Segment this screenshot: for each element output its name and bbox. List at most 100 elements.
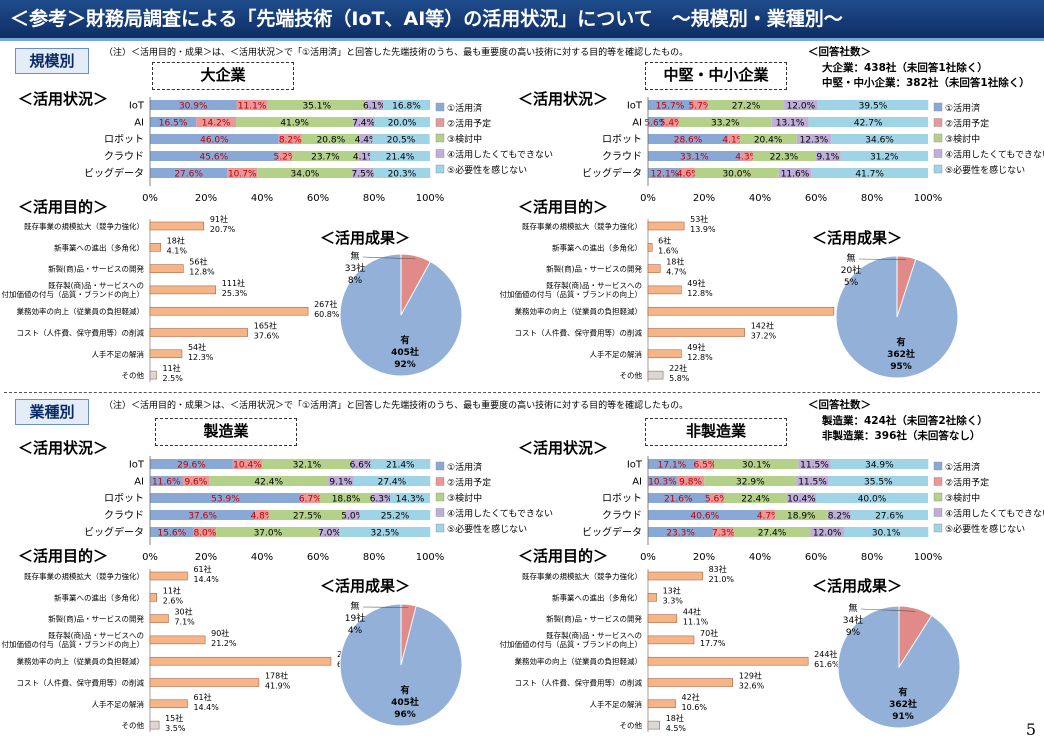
stacked-bar-segment: [740, 151, 753, 161]
stacked-bar-segment: [844, 527, 929, 537]
segment-value-label: 28.6%: [674, 136, 703, 146]
panel-title-sme: 中堅・中小企業: [645, 62, 787, 90]
stacked-bar-segment: [798, 459, 831, 469]
segment-value-label: 12.1%: [651, 170, 680, 180]
segment-value-label: 27.4%: [758, 529, 787, 539]
purpose-category-label: 業務効率の向上（従業員の負担軽減）: [17, 656, 145, 666]
segment-value-label: 5.6%: [644, 119, 667, 129]
legend-label: ④活用したくてもできない: [447, 149, 553, 161]
stacked-bar-segment: [850, 510, 928, 520]
purpose-count-label: 18社: [167, 235, 185, 245]
stacked-bar-segment: [268, 510, 346, 520]
status-category-label: ロボット: [104, 493, 144, 505]
segment-value-label: 42.4%: [254, 478, 283, 488]
purpose-count-label: 13社: [663, 585, 681, 595]
segment-value-label: 17.1%: [658, 461, 687, 471]
purpose-bar: [149, 285, 217, 295]
purpose-pct-label: 4.5%: [666, 724, 687, 733]
status-category-label: IoT: [129, 101, 145, 112]
stacked-bar-segment: [724, 493, 787, 503]
purpose-category-label: 既存製(商)品・サービスへの: [546, 280, 642, 290]
segment-value-label: 21.6%: [664, 495, 693, 505]
purpose-count-label: 61社: [193, 692, 211, 702]
segment-value-label: 32.5%: [370, 529, 399, 539]
pie-no-label: 無: [846, 252, 855, 264]
segment-value-label: 22.3%: [770, 153, 799, 163]
legend-label: ③検討中: [447, 492, 482, 504]
purpose-bar: [149, 328, 249, 337]
pie-yes-label: 有: [898, 686, 907, 698]
segment-value-label: 9.8%: [679, 478, 702, 488]
stacked-bar-segment: [648, 100, 692, 110]
axis-tick-label: 20%: [693, 552, 715, 563]
purpose-count-label: 83社: [709, 564, 727, 574]
segment-value-label: 11.5%: [798, 478, 827, 488]
segment-value-label: 6.5%: [694, 461, 717, 471]
stacked-bar-segment: [808, 117, 928, 127]
status-category-label: AI: [632, 477, 642, 488]
legend-swatch: [435, 149, 445, 158]
segment-value-label: 7.4%: [352, 119, 375, 129]
pie-no-pct: 9%: [846, 628, 861, 638]
segment-value-label: 20.4%: [754, 136, 783, 146]
answer-count-line: 製造業：424社（未回答2社除く）: [822, 415, 988, 427]
stacked-bar-segment: [319, 527, 340, 537]
panel-title-non-manufacturing: 非製造業: [645, 418, 787, 446]
axis-tick-label: 100%: [914, 552, 943, 563]
purpose-category-label: 業務効率の向上（従業員の負担軽減）: [515, 656, 643, 666]
purpose-bar: [647, 635, 695, 645]
segment-value-label: 23.7%: [311, 153, 340, 163]
segment-value-label: 22.4%: [741, 495, 770, 505]
legend-swatch: [933, 508, 943, 517]
segment-value-label: 10.7%: [228, 170, 257, 180]
stacked-bar-segment: [771, 117, 809, 127]
segment-value-label: 5.6%: [705, 495, 728, 505]
legend-label: ⑤必要性を感じない: [447, 523, 527, 535]
pie-no-count: 33社: [345, 262, 365, 274]
stacked-bar-segment: [663, 117, 679, 127]
purpose-count-label: 111社: [222, 278, 245, 288]
stacked-bar-segment: [691, 100, 708, 110]
segment-value-label: 8.0%: [193, 529, 216, 539]
stacked-bar-segment: [150, 117, 197, 127]
pie-no-pct: 8%: [348, 276, 363, 286]
purpose-count-label: 44社: [683, 607, 701, 617]
stacked-bar-segment: [761, 510, 775, 520]
stacked-bar-segment: [236, 100, 268, 110]
purpose-pct-label: 12.8%: [687, 353, 713, 362]
section-note-industry: （注）＜活用目的・成果＞は、＜活用状況＞で「①活用済」と回答した先端技術のうち、…: [104, 401, 689, 411]
segment-value-label: 11.5%: [800, 461, 829, 471]
axis-tick-label: 20%: [693, 193, 715, 204]
status-category-label: ビッグデータ: [84, 526, 144, 539]
stacked-bar-segment: [352, 168, 374, 178]
segment-value-label: 23.3%: [666, 529, 695, 539]
purpose-pct-label: 12.3%: [188, 353, 214, 362]
stacked-bar-segment: [301, 134, 360, 144]
section-label-size: 規模別: [15, 48, 89, 74]
purpose-category-label: 新製(商)品・サービスの開発: [48, 614, 144, 624]
axis-tick-label: 80%: [363, 193, 385, 204]
purpose-bar: [149, 720, 160, 730]
stacked-bar-segment: [150, 510, 256, 520]
result-heading: ＜活用成果＞: [812, 229, 903, 247]
segment-value-label: 8.2%: [828, 512, 851, 522]
purpose-heading: ＜活用目的＞: [518, 198, 609, 216]
purpose-heading: ＜活用目的＞: [518, 547, 609, 565]
stacked-bar-segment: [774, 510, 828, 520]
segment-value-label: 6.6%: [350, 461, 373, 471]
legend-swatch: [933, 102, 943, 112]
legend-label: ①活用済: [447, 102, 482, 114]
stacked-bar-segment: [150, 493, 301, 503]
stacked-bar-segment: [278, 134, 302, 144]
legend-label: ④活用したくてもできない: [945, 508, 1044, 520]
purpose-bar: [149, 571, 188, 581]
stacked-bar-segment: [389, 493, 430, 503]
legend-swatch: [933, 164, 943, 174]
segment-value-label: 25.2%: [381, 512, 410, 522]
segment-value-label: 6.7%: [299, 495, 322, 505]
segment-value-label: 35.1%: [302, 102, 331, 112]
purpose-bar: [149, 306, 309, 316]
segment-value-label: 11.6%: [152, 478, 181, 488]
legend-swatch: [933, 461, 943, 471]
axis-tick-label: 40%: [749, 552, 771, 563]
